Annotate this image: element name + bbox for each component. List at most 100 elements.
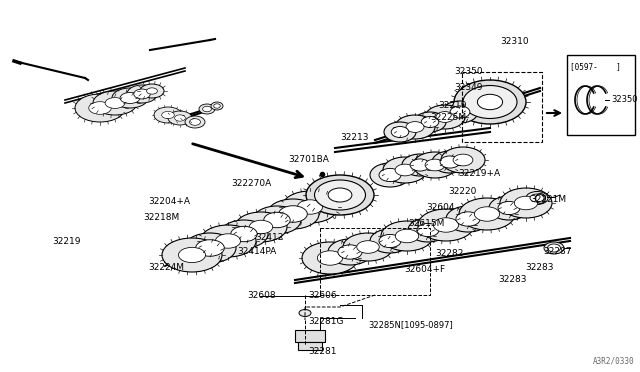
- Ellipse shape: [147, 88, 157, 94]
- Text: 32285N[1095-0897]: 32285N[1095-0897]: [368, 321, 452, 330]
- Ellipse shape: [454, 80, 526, 124]
- Ellipse shape: [328, 188, 352, 202]
- Ellipse shape: [370, 229, 410, 253]
- Text: 32282: 32282: [435, 248, 463, 257]
- Ellipse shape: [544, 242, 564, 254]
- Ellipse shape: [282, 191, 338, 223]
- Ellipse shape: [384, 122, 416, 142]
- Ellipse shape: [547, 244, 561, 252]
- Text: 322270A: 322270A: [231, 179, 271, 187]
- Ellipse shape: [250, 220, 273, 234]
- Ellipse shape: [220, 220, 268, 248]
- Ellipse shape: [356, 241, 380, 253]
- Ellipse shape: [474, 207, 500, 221]
- Ellipse shape: [216, 234, 241, 248]
- Ellipse shape: [391, 126, 409, 138]
- Text: 32219: 32219: [52, 237, 81, 247]
- Ellipse shape: [421, 116, 439, 128]
- Ellipse shape: [127, 85, 157, 103]
- Ellipse shape: [526, 192, 548, 205]
- Ellipse shape: [498, 201, 520, 215]
- Ellipse shape: [459, 198, 515, 230]
- Ellipse shape: [200, 225, 256, 257]
- Ellipse shape: [440, 156, 460, 168]
- Ellipse shape: [425, 159, 445, 171]
- Ellipse shape: [446, 206, 490, 232]
- Ellipse shape: [477, 94, 502, 110]
- Ellipse shape: [264, 212, 290, 228]
- Bar: [567, 55, 635, 135]
- Ellipse shape: [442, 101, 478, 123]
- Ellipse shape: [317, 251, 342, 265]
- Ellipse shape: [413, 152, 457, 178]
- Ellipse shape: [383, 157, 427, 183]
- Text: 32219: 32219: [438, 100, 467, 109]
- Ellipse shape: [408, 218, 448, 242]
- Text: 32220: 32220: [448, 187, 476, 196]
- Ellipse shape: [184, 233, 236, 263]
- Text: 32350: 32350: [611, 96, 637, 105]
- Ellipse shape: [410, 159, 430, 171]
- Ellipse shape: [154, 107, 182, 123]
- Ellipse shape: [328, 239, 372, 265]
- Ellipse shape: [395, 115, 435, 139]
- Text: 32225M: 32225M: [430, 113, 466, 122]
- Text: [0597-    ]: [0597- ]: [570, 62, 621, 71]
- Ellipse shape: [414, 112, 446, 132]
- Ellipse shape: [396, 229, 419, 243]
- Ellipse shape: [500, 188, 552, 218]
- Ellipse shape: [253, 206, 301, 234]
- Text: 32287: 32287: [543, 247, 572, 257]
- Ellipse shape: [211, 102, 223, 110]
- Ellipse shape: [302, 242, 358, 274]
- Ellipse shape: [343, 233, 393, 261]
- Text: 32218M: 32218M: [143, 214, 179, 222]
- Ellipse shape: [299, 310, 311, 317]
- Ellipse shape: [453, 154, 473, 166]
- Ellipse shape: [432, 151, 468, 173]
- Ellipse shape: [196, 240, 224, 256]
- Text: 32615M: 32615M: [408, 219, 444, 228]
- Text: 32604: 32604: [426, 202, 454, 212]
- Ellipse shape: [395, 164, 415, 176]
- Ellipse shape: [417, 224, 439, 237]
- Text: 32604+F: 32604+F: [404, 266, 445, 275]
- Text: 32412: 32412: [255, 232, 284, 241]
- Ellipse shape: [134, 89, 150, 99]
- Bar: [298, 342, 322, 350]
- Ellipse shape: [306, 175, 374, 215]
- Ellipse shape: [168, 111, 192, 125]
- Ellipse shape: [235, 212, 287, 242]
- Ellipse shape: [231, 226, 257, 242]
- Ellipse shape: [489, 196, 529, 220]
- Ellipse shape: [433, 218, 459, 232]
- Ellipse shape: [214, 104, 220, 108]
- Ellipse shape: [162, 238, 222, 272]
- Ellipse shape: [89, 102, 111, 114]
- Bar: [295, 330, 325, 342]
- Text: 32701BA: 32701BA: [288, 155, 329, 164]
- Text: 32224M: 32224M: [148, 263, 184, 273]
- Ellipse shape: [441, 147, 485, 173]
- Text: 32349: 32349: [454, 83, 483, 93]
- Ellipse shape: [338, 245, 362, 259]
- Ellipse shape: [406, 122, 424, 132]
- Ellipse shape: [267, 199, 319, 229]
- Text: 32608: 32608: [247, 292, 276, 301]
- Ellipse shape: [105, 97, 125, 108]
- Text: A3R2/0330: A3R2/0330: [593, 356, 634, 365]
- Ellipse shape: [93, 91, 137, 115]
- Text: 32219+A: 32219+A: [458, 170, 500, 179]
- Text: 32204+A: 32204+A: [148, 198, 190, 206]
- Text: 32606: 32606: [308, 292, 337, 301]
- Ellipse shape: [112, 88, 148, 108]
- Ellipse shape: [379, 169, 401, 182]
- Ellipse shape: [515, 196, 538, 210]
- Ellipse shape: [314, 180, 365, 210]
- Ellipse shape: [199, 104, 215, 114]
- Ellipse shape: [140, 84, 164, 98]
- Ellipse shape: [436, 112, 454, 122]
- Ellipse shape: [418, 209, 474, 241]
- Ellipse shape: [75, 94, 125, 122]
- Ellipse shape: [425, 105, 465, 129]
